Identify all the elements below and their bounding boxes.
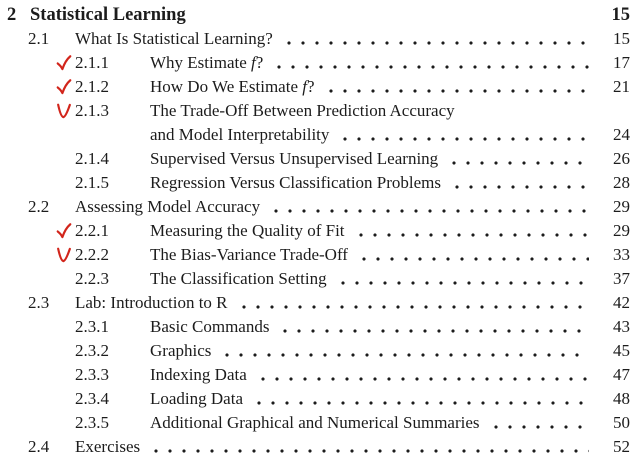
- checkmark-icon: [55, 222, 73, 240]
- dot-leader: [486, 411, 589, 435]
- section-title: What Is Statistical Learning?: [75, 29, 273, 48]
- section-number: 2.3.1: [75, 317, 109, 336]
- page-number: 24: [613, 125, 630, 144]
- page-number: 33: [613, 245, 630, 264]
- dot-leader: [250, 387, 589, 411]
- toc-entry: 2.3.5 Additional Graphical and Numerical …: [0, 411, 630, 435]
- page-number: 47: [613, 365, 630, 384]
- section-number: 2.1: [28, 29, 50, 48]
- dot-leader: [218, 339, 589, 363]
- dot-leader: [354, 243, 589, 267]
- section-title: Additional Graphical and Numerical Summa…: [150, 413, 480, 432]
- dot-leader: [276, 315, 589, 339]
- section-title: The Trade-Off Between Prediction Accurac…: [150, 101, 455, 120]
- section-title: Graphics: [150, 341, 212, 360]
- dot-leader: [445, 147, 589, 171]
- section-number: 2.1.2: [75, 77, 109, 96]
- section-title: Why Estimate f?: [150, 53, 264, 72]
- dot-leader: [333, 267, 589, 291]
- section-title: Indexing Data: [150, 365, 247, 384]
- page-number: 37: [613, 269, 630, 288]
- page-number: 17: [613, 53, 630, 72]
- toc-entry: 2.2.1 Measuring the Quality of Fit 29: [0, 219, 630, 243]
- checkmark-icon: [55, 78, 73, 96]
- toc-entry: 2.3.2 Graphics 45: [0, 339, 630, 363]
- section-title: Basic Commands: [150, 317, 270, 336]
- section-title: Assessing Model Accuracy: [75, 197, 261, 216]
- vee-checkmark-icon: [55, 246, 73, 264]
- section-title: The Bias-Variance Trade-Off: [150, 245, 348, 264]
- section-title: Exercises: [75, 437, 141, 456]
- chapter-row: 2 Statistical Learning 15: [0, 3, 630, 27]
- chapter-number: 2: [7, 5, 17, 25]
- checkmark-icon: [55, 54, 73, 72]
- page-number: 29: [613, 197, 630, 216]
- page-number: 26: [613, 149, 630, 168]
- toc-entry: 2.3.1 Basic Commands 43: [0, 315, 630, 339]
- section-number: 2.1.1: [75, 53, 109, 72]
- section-number: 2.1.3: [75, 101, 109, 120]
- toc-entries: 2.1 What Is Statistical Learning? 15 2.1.1 W…: [0, 27, 630, 457]
- toc-entry: 2.4 Exercises 52: [0, 435, 630, 457]
- section-title-line2: and Model Interpretability: [150, 125, 330, 144]
- toc-entry: 2.1.2 How Do We Estimate f? 21: [0, 75, 630, 99]
- section-number: 2.3.2: [75, 341, 109, 360]
- page-number: 48: [613, 389, 630, 408]
- section-number: 2.2.2: [75, 245, 109, 264]
- dot-leader: [279, 27, 589, 51]
- toc-entry: 2.1.5 Regression Versus Classification Pr…: [0, 171, 630, 195]
- section-number: 2.4: [28, 437, 50, 456]
- section-number: 2.1.5: [75, 173, 109, 192]
- dot-leader: [336, 123, 589, 147]
- page-number: 52: [613, 437, 630, 456]
- page-number: 42: [613, 293, 630, 312]
- toc-entry: 2.2 Assessing Model Accuracy 29: [0, 195, 630, 219]
- section-title: Measuring the Quality of Fit: [150, 221, 345, 240]
- toc-entry: 2.3 Lab: Introduction to R 42: [0, 291, 630, 315]
- section-number: 2.2.1: [75, 221, 109, 240]
- page-number: 21: [613, 77, 630, 96]
- page-number: 29: [613, 221, 630, 240]
- page-number: 28: [613, 173, 630, 192]
- section-title: The Classification Setting: [150, 269, 327, 288]
- page-number: 15: [613, 29, 630, 48]
- page-number: 50: [613, 413, 630, 432]
- vee-checkmark-icon: [55, 102, 73, 120]
- dot-leader: [234, 291, 589, 315]
- dot-leader: [270, 51, 589, 75]
- page-number: 43: [613, 317, 630, 336]
- section-title: Lab: Introduction to R: [75, 293, 228, 312]
- section-number: 2.3.3: [75, 365, 109, 384]
- section-number: 2.3: [28, 293, 50, 312]
- toc-entry: 2.1.4 Supervised Versus Unsupervised Lear…: [0, 147, 630, 171]
- page-number: 45: [613, 341, 630, 360]
- dot-leader: [253, 363, 589, 387]
- section-title: Loading Data: [150, 389, 243, 408]
- section-number: 2.3.4: [75, 389, 109, 408]
- toc-entry: 2.1.3 The Trade-Off Between Prediction Ac…: [0, 99, 630, 123]
- section-title: How Do We Estimate f?: [150, 77, 315, 96]
- section-title: Supervised Versus Unsupervised Learning: [150, 149, 439, 168]
- toc-entry: 2.2.2 The Bias-Variance Trade-Off 33: [0, 243, 630, 267]
- section-number: 2.1.4: [75, 149, 109, 168]
- toc-entry: 2.2.3 The Classification Setting 37: [0, 267, 630, 291]
- toc-entry: 2.1.1 Why Estimate f? 17: [0, 51, 630, 75]
- toc-entry: 2.3.4 Loading Data 48: [0, 387, 630, 411]
- section-number: 2.2: [28, 197, 50, 216]
- toc-entry: 2.1 What Is Statistical Learning? 15: [0, 27, 630, 51]
- toc-entry-continuation: and Model Interpretability 24: [0, 123, 630, 147]
- dot-leader: [351, 219, 589, 243]
- dot-leader: [321, 75, 589, 99]
- dot-leader: [147, 435, 589, 457]
- section-title: Regression Versus Classification Problem…: [150, 173, 442, 192]
- chapter-page-number: 15: [611, 5, 631, 25]
- spacer: [186, 3, 598, 27]
- dot-leader: [448, 171, 589, 195]
- toc-entry: 2.3.3 Indexing Data 47: [0, 363, 630, 387]
- chapter-title: Statistical Learning: [30, 5, 186, 25]
- dot-leader: [267, 195, 589, 219]
- section-number: 2.2.3: [75, 269, 109, 288]
- section-number: 2.3.5: [75, 413, 109, 432]
